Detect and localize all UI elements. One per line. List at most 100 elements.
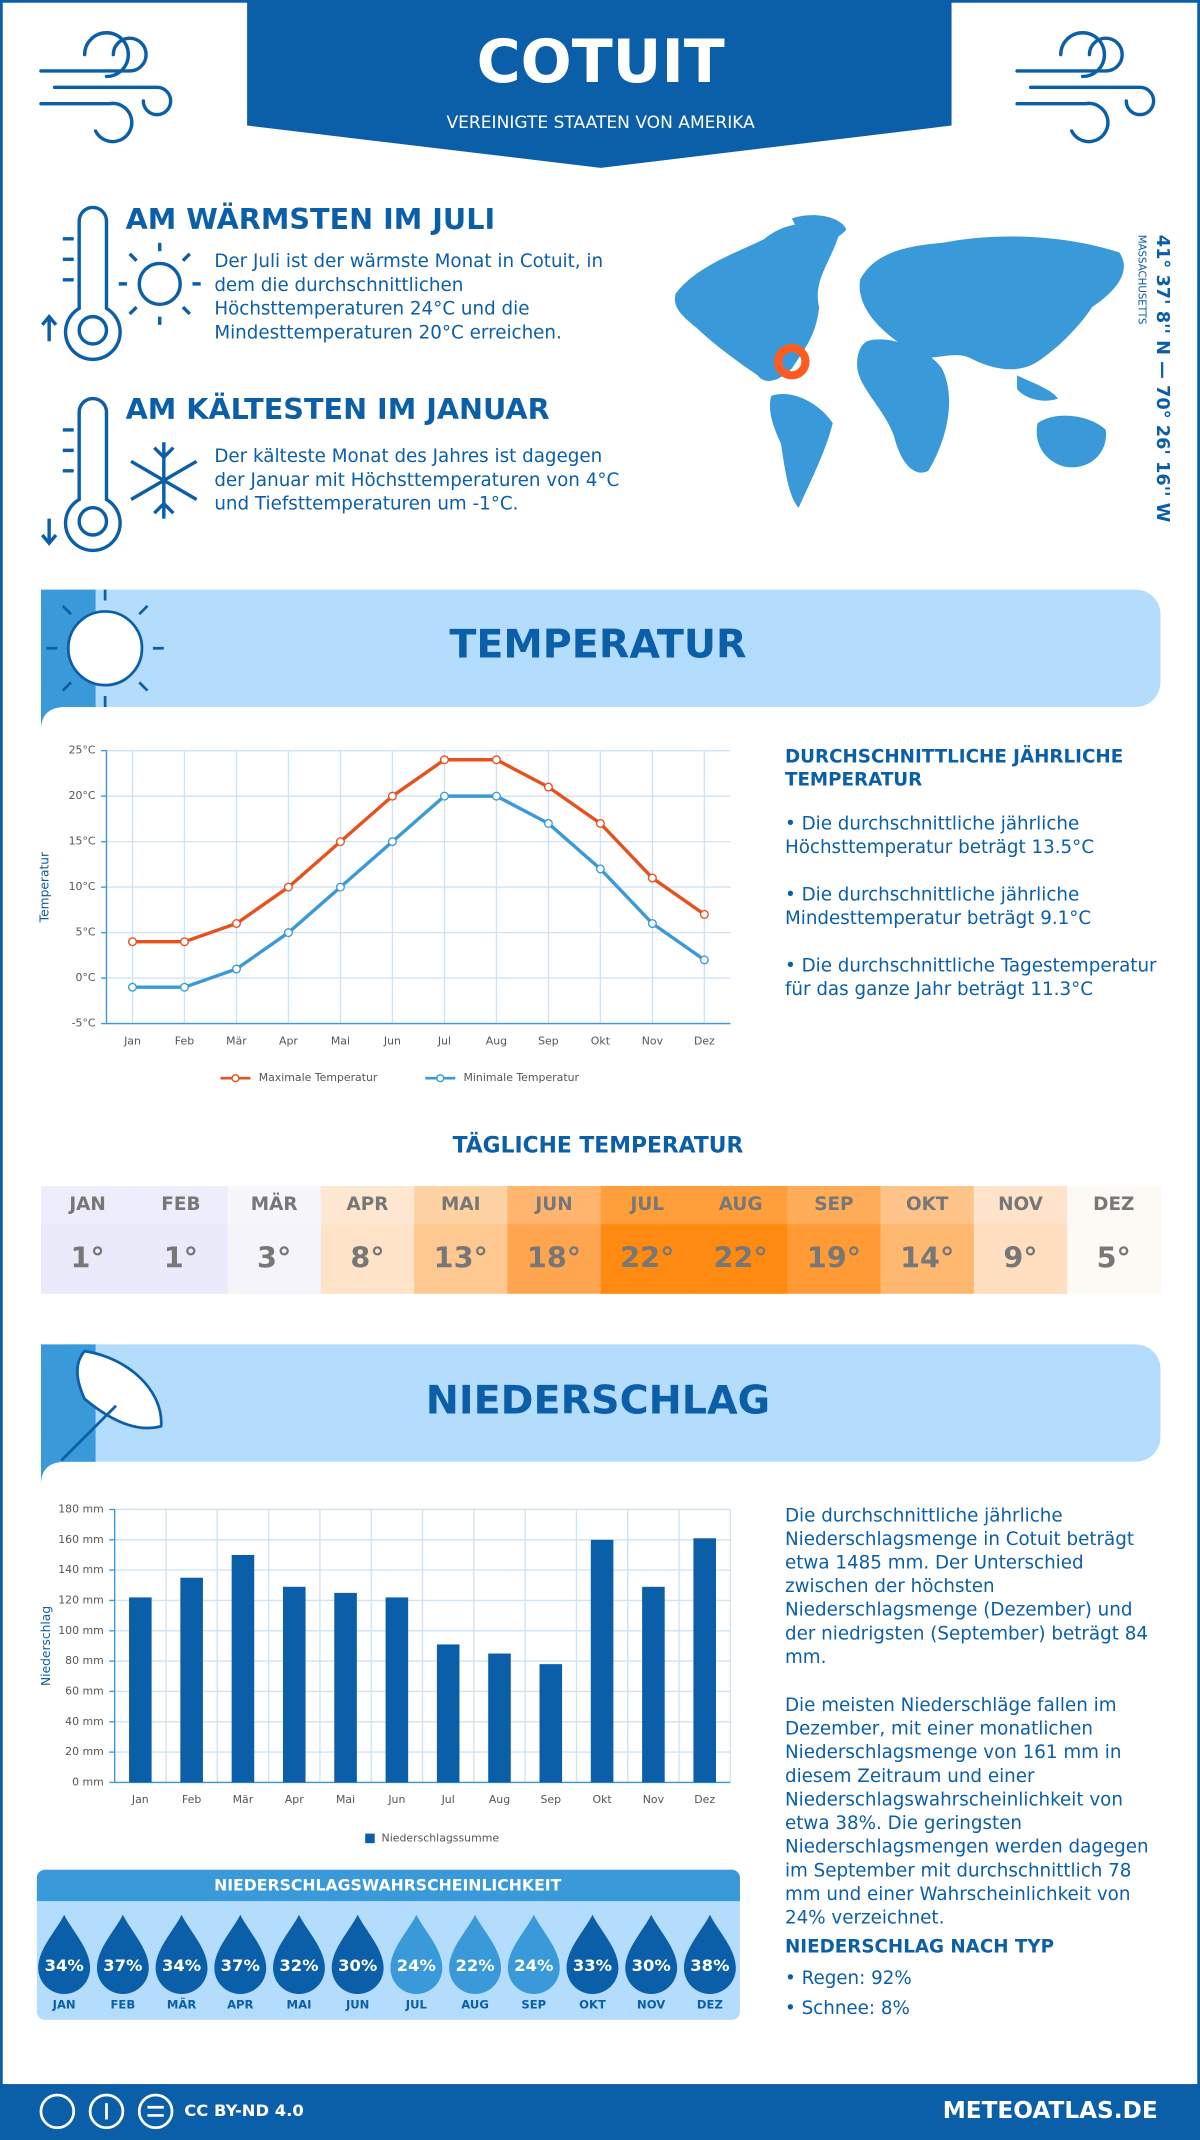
probability-value: 24% <box>514 1956 553 1975</box>
point <box>231 964 241 974</box>
x-tick-label: Apr <box>279 1034 298 1047</box>
y-tick-label: 0°C <box>76 971 96 984</box>
temp-value: 3° <box>257 1241 291 1275</box>
x-tick-label: Jul <box>437 1034 451 1047</box>
point <box>387 791 397 801</box>
probability-value: 30% <box>632 1956 671 1975</box>
umbrella-icon <box>60 1349 163 1462</box>
bar <box>180 1577 203 1783</box>
legend-swatch <box>436 1074 445 1083</box>
table-cell <box>787 1186 882 1294</box>
temp-value: 14° <box>900 1241 954 1275</box>
bar <box>231 1554 255 1783</box>
table-cell <box>880 1186 975 1294</box>
drop <box>155 1914 208 1994</box>
drop <box>566 1914 619 1994</box>
table-header-cell <box>973 1186 1068 1225</box>
world-map <box>674 215 1124 508</box>
x-tick-label: Sep <box>538 1034 559 1047</box>
legend-swatch <box>365 1833 375 1844</box>
y-tick-label: 160 mm <box>58 1533 104 1546</box>
x-tick-label: Dez <box>694 1793 715 1806</box>
text-line: Die meisten Niederschläge fallen im <box>785 1695 1117 1716</box>
drop <box>273 1914 325 1994</box>
table-cell <box>693 1186 788 1294</box>
drop <box>625 1914 678 1994</box>
temp-value: 1° <box>70 1241 104 1275</box>
text-line: im September mit durchschnittlich 78 <box>785 1860 1131 1881</box>
point <box>335 882 345 892</box>
x-tick-label: Jan <box>123 1034 141 1047</box>
coldest-title: AM KÄLTESTEN IM JANUAR <box>126 392 550 426</box>
probability-month: AUG <box>461 1997 489 2011</box>
text-line: diesem Zeitraum und einer <box>785 1766 1035 1787</box>
text-line: zwischen der höchsten <box>785 1576 995 1597</box>
x-tick-label: Jan <box>131 1793 149 1806</box>
text-line: • Die durchschnittliche jährliche <box>785 884 1079 905</box>
text-line: • Die durchschnittliche jährliche <box>785 813 1079 834</box>
legend-label: Minimale Temperatur <box>463 1071 579 1084</box>
point <box>595 818 605 828</box>
point <box>699 955 709 965</box>
bar <box>385 1597 409 1783</box>
x-tick-label: Dez <box>694 1034 715 1047</box>
daily-title: TÄGLICHE TEMPERATUR <box>453 1132 744 1158</box>
drop <box>96 1914 149 1994</box>
text-line: Dezember, mit einer monatlichen <box>785 1719 1093 1740</box>
table-cell <box>40 1186 135 1294</box>
probability-value: 33% <box>573 1956 612 1975</box>
probability-month: APR <box>227 1997 253 2011</box>
x-tick-label: Jun <box>387 1793 405 1806</box>
y-axis-label: Niederschlag <box>39 1606 53 1686</box>
x-tick-label: Aug <box>486 1034 507 1047</box>
drop <box>507 1914 560 1994</box>
y-tick-label: 100 mm <box>58 1624 104 1637</box>
probability-month: DEZ <box>697 1997 723 2011</box>
legend-swatch <box>231 1074 240 1083</box>
table-cell <box>507 1186 602 1294</box>
bar <box>436 1644 460 1783</box>
text-line: DURCHSCHNITTLICHE JÄHRLICHE <box>785 745 1123 767</box>
x-tick-label: Nov <box>642 1034 664 1047</box>
table-cell <box>414 1186 509 1294</box>
probability-month: OKT <box>579 1997 606 2011</box>
y-tick-label: 10°C <box>69 880 96 893</box>
x-tick-label: Nov <box>643 1793 665 1806</box>
probability-month: JAN <box>52 1997 76 2011</box>
wind-icon <box>1015 31 1156 144</box>
bar <box>693 1538 717 1783</box>
warmest-title: AM WÄRMSTEN IM JULI <box>126 202 496 236</box>
text-line: dem die durchschnittlichen <box>214 275 463 296</box>
y-tick-label: 20°C <box>69 789 96 802</box>
x-tick-label: Mai <box>336 1793 355 1806</box>
x-tick-label: Mär <box>226 1034 247 1047</box>
month-label: AUG <box>719 1194 763 1215</box>
x-tick-label: Sep <box>541 1793 562 1806</box>
subtitle: VEREINIGTE STAATEN VON AMERIKA <box>447 113 756 133</box>
x-tick-label: Okt <box>591 1034 611 1047</box>
y-tick-label: 140 mm <box>58 1563 104 1576</box>
y-tick-label: 20 mm <box>65 1745 104 1758</box>
drop <box>331 1914 384 1994</box>
probability-title: NIEDERSCHLAGSWAHRSCHEINLICHKEIT <box>214 1876 562 1895</box>
table-header-cell <box>600 1186 695 1225</box>
month-label: SEP <box>814 1194 853 1215</box>
text-line: Niederschlagsmenge von 161 mm in <box>785 1742 1122 1763</box>
text-line: Niederschlagswahrscheinlichkeit von <box>785 1789 1123 1810</box>
probability-value: 34% <box>162 1956 201 1975</box>
point <box>439 755 449 765</box>
point <box>439 791 449 801</box>
drop <box>390 1914 443 1994</box>
bar <box>129 1597 152 1783</box>
x-tick-label: Feb <box>175 1034 194 1047</box>
temp-value: 5° <box>1097 1241 1131 1275</box>
month-label: NOV <box>998 1194 1044 1215</box>
x-tick-label: Aug <box>489 1793 510 1806</box>
text-line: 24% verzeichnet. <box>785 1907 944 1928</box>
section-banner <box>40 589 1161 707</box>
y-tick-label: 80 mm <box>65 1654 104 1667</box>
site[interactable]: METEOATLAS.DE <box>943 2097 1158 2124</box>
bar <box>539 1664 563 1783</box>
table-cell <box>227 1186 322 1294</box>
temp-value: 22° <box>714 1241 768 1275</box>
